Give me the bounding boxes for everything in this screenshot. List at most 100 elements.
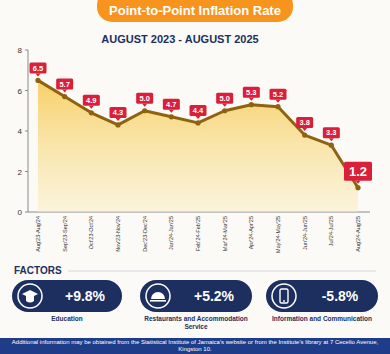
label-box: [270, 89, 287, 100]
data-label: 5.2: [273, 90, 283, 99]
point: [169, 114, 174, 119]
y-tick: [25, 90, 28, 91]
data-label: 3.8: [299, 118, 309, 127]
y-tick: [25, 131, 28, 132]
point: [355, 185, 360, 190]
data-label: 5.0: [219, 94, 229, 103]
data-label: 4.9: [86, 96, 96, 105]
title: Point-to-Point Inflation Rate: [109, 3, 281, 18]
x-tick-label: Aug'23-Aug'24: [35, 216, 41, 252]
label-box: [323, 127, 340, 138]
label-pointer: [62, 90, 67, 93]
label-pointer: [169, 110, 174, 113]
factor-name: Restaurants and Accommodation Service: [144, 315, 248, 330]
factor-icon: [18, 284, 42, 308]
icon-phone: [280, 289, 288, 303]
factors-title: FACTORS: [14, 265, 62, 276]
factor-icon: [146, 284, 170, 308]
label-box: [296, 117, 313, 128]
x-tick-label: Sep'23-Sep'24: [62, 216, 68, 252]
point: [249, 102, 254, 107]
label-pointer: [356, 181, 361, 184]
icon-phone: [283, 300, 285, 302]
point: [195, 120, 200, 125]
point: [142, 108, 147, 113]
area: [38, 80, 358, 212]
label-box: [30, 62, 47, 73]
point: [35, 78, 40, 83]
x-tick-label: Aug'24-Aug'25: [355, 216, 361, 252]
x-tick-label: Oct'23-Oct'24: [88, 216, 94, 249]
page: Point-to-Point Inflation RateAUGUST 2023…: [0, 0, 390, 354]
footer-band: [0, 338, 390, 354]
footer-text: Additional information may be obtained f…: [0, 338, 390, 354]
label-pointer: [249, 98, 254, 101]
data-label: 1.2: [349, 164, 367, 179]
label-pointer: [142, 104, 147, 107]
divider: [68, 271, 376, 272]
point: [89, 110, 94, 115]
label-box: [110, 107, 127, 118]
label-pointer: [89, 106, 94, 109]
canvas: Point-to-Point Inflation RateAUGUST 2023…: [0, 0, 390, 354]
plot-area: [35, 78, 360, 212]
point: [115, 122, 120, 127]
label-box: [344, 162, 372, 181]
label-box: [216, 93, 233, 104]
data-label: 5.3: [246, 88, 256, 97]
background: [0, 0, 390, 354]
factor-change: -5.8%: [322, 288, 359, 304]
point: [222, 108, 227, 113]
data-label: 3.3: [326, 128, 336, 137]
label-box: [163, 99, 180, 110]
label-pointer: [196, 116, 201, 119]
x-tick-label: Dec'23-Dec'24: [142, 216, 148, 252]
label-pointer: [276, 100, 281, 103]
label-box: [190, 105, 207, 116]
y-tick: [25, 212, 28, 213]
line: [38, 80, 358, 187]
label-pointer: [329, 138, 334, 141]
label-box: [56, 79, 73, 90]
point: [275, 104, 280, 109]
icon-cap: [26, 296, 34, 303]
point: [302, 132, 307, 137]
y-tick-label: 6: [18, 87, 23, 96]
factor-icon: [272, 284, 296, 308]
factor-name: Education: [16, 315, 118, 323]
label-box: [243, 87, 260, 98]
y-tick: [25, 50, 28, 51]
data-label: 4.4: [193, 106, 204, 115]
label-box: [83, 95, 100, 106]
y-tick-label: 2: [18, 168, 23, 177]
factor-pill: [12, 280, 122, 312]
title-banner: [97, 0, 293, 22]
label-pointer: [36, 73, 41, 76]
data-label: 6.5: [33, 64, 43, 73]
x-tick-label: Feb'24-Feb'25: [195, 216, 201, 251]
label-pointer: [302, 128, 307, 131]
y-tick-label: 8: [18, 46, 23, 55]
icon-cloche: [150, 300, 166, 302]
label-pointer: [116, 118, 121, 121]
factor-change: +5.2%: [194, 288, 235, 304]
x-tick-label: Jul'24-Jul'25: [328, 216, 334, 246]
x-tick-label: Apr'24-Apr'25: [248, 216, 254, 249]
data-label: 4.3: [113, 108, 123, 117]
data-label: 4.7: [166, 100, 176, 109]
factor-name: Information and Communication: [270, 315, 374, 323]
data-label: 5.7: [59, 80, 69, 89]
label-box: [136, 93, 153, 104]
icon-cloche: [151, 292, 165, 299]
data-label: 5.0: [139, 94, 149, 103]
point: [62, 94, 67, 99]
factor-pill: [140, 280, 252, 312]
x-tick-label: Jun'24-Jun'25: [302, 216, 308, 250]
y-tick: [25, 171, 28, 172]
x-tick-label: Nov'23-Nov'24: [115, 216, 121, 252]
point: [329, 143, 334, 148]
label-pointer: [222, 104, 227, 107]
x-tick-label: Jan'24-Jan'25: [168, 216, 174, 250]
factor-change: +9.8%: [65, 288, 106, 304]
x-tick-label: Mar'24-Mar'25: [222, 216, 228, 251]
